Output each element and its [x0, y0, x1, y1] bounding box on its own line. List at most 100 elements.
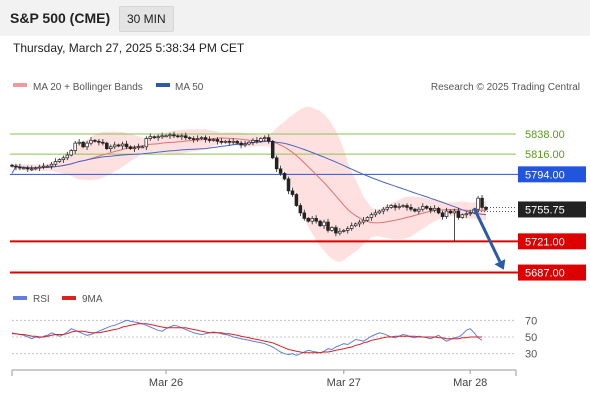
candle-up: [160, 135, 164, 138]
candle-down: [101, 141, 105, 144]
candle-up: [444, 210, 449, 217]
header-bar: S&P 500 (CME) 30 MIN: [0, 0, 590, 36]
bollinger-bands: [12, 106, 486, 262]
candle-up: [460, 214, 465, 218]
level-label-5816.00: 5816.00: [525, 149, 565, 161]
candle-down: [188, 137, 192, 139]
candle-down: [14, 165, 18, 168]
candle-up: [41, 165, 46, 168]
rsi-legend-label: RSI: [33, 294, 50, 305]
candle-up: [310, 218, 314, 222]
candle-up: [148, 136, 153, 139]
rsi-ma-line: [12, 323, 483, 354]
candle-up: [211, 139, 216, 141]
candle-up: [247, 141, 251, 145]
candle-up: [349, 225, 354, 229]
candle-down: [409, 207, 413, 210]
rsi-tick-30: 30: [525, 349, 537, 361]
candle-down: [298, 205, 303, 214]
candle-up: [468, 212, 472, 215]
candle-up: [421, 206, 425, 210]
candle-down: [484, 207, 488, 210]
candle-down: [306, 218, 311, 222]
candle-down: [448, 210, 453, 214]
candle-down: [302, 212, 307, 219]
candle-down: [290, 190, 295, 195]
candle-up: [53, 161, 58, 165]
candle-down: [255, 140, 259, 142]
candle-down: [436, 207, 441, 214]
candle-up: [61, 157, 66, 161]
candle-down: [278, 168, 283, 174]
candle-up: [259, 138, 263, 142]
candle-up: [353, 223, 358, 227]
candle-down: [93, 140, 97, 142]
candle-up: [112, 144, 117, 148]
candle-up: [120, 143, 125, 147]
x-tick-label-Mar 26: Mar 26: [149, 377, 183, 389]
candle-up: [144, 138, 149, 148]
candle-up: [140, 146, 145, 149]
candle-up: [65, 154, 70, 159]
candle-up: [164, 135, 168, 138]
candle-up: [132, 147, 137, 150]
candle-down: [425, 206, 429, 209]
candle-down: [314, 218, 318, 222]
candle-up: [263, 137, 267, 139]
candle-up: [69, 150, 73, 156]
level-tag-5687.00: [518, 264, 586, 281]
bollinger-band-area: [12, 106, 486, 262]
candle-up: [251, 140, 255, 143]
candle-up: [136, 146, 141, 149]
candle-down: [184, 135, 188, 138]
candle-down: [116, 144, 121, 147]
candle-down: [428, 207, 433, 211]
candlesticks: [10, 131, 488, 242]
interval-button[interactable]: 30 MIN: [119, 6, 174, 32]
x-tick-label-Mar 28: Mar 28: [453, 377, 487, 389]
candle-down: [172, 134, 176, 137]
candle-up: [231, 140, 235, 143]
candle-up: [195, 138, 200, 140]
candle-up: [89, 140, 93, 144]
candle-down: [318, 220, 322, 227]
candle-down: [219, 140, 224, 143]
candle-up: [464, 213, 469, 216]
candle-up: [168, 134, 172, 137]
candle-down: [191, 138, 196, 140]
candle-up: [322, 221, 326, 227]
candle-up: [369, 214, 374, 218]
candle-up: [33, 167, 38, 170]
candle-down: [267, 137, 271, 142]
candle-up: [377, 210, 382, 214]
forecast-arrow-head: [494, 259, 506, 270]
rsi-ma-legend-swatch: [62, 296, 76, 300]
candle-down: [203, 137, 208, 140]
candle-up: [156, 136, 160, 139]
candle-up: [330, 227, 334, 231]
candle-up: [22, 167, 26, 170]
candle-up: [476, 197, 480, 210]
candle-down: [124, 143, 129, 148]
candle-up: [357, 221, 362, 225]
candle-down: [270, 140, 275, 159]
candle-down: [480, 197, 484, 208]
candle-down: [81, 141, 85, 148]
level-labels: 5838.00 5816.00 5794.00 5721.00 5687.00 5755.…: [518, 129, 586, 281]
candle-up: [342, 229, 346, 232]
candle-up: [385, 207, 390, 210]
candle-down: [282, 173, 287, 180]
level-label-5687.00: 5687.00: [525, 268, 565, 280]
candle-up: [77, 141, 81, 144]
x-tick-label-Mar 27: Mar 27: [327, 377, 361, 389]
candle-down: [128, 146, 133, 149]
level-tag-5721.00: [518, 233, 586, 250]
candle-up: [346, 228, 350, 231]
rsi-tick-50: 50: [525, 332, 537, 344]
candle-up: [381, 208, 386, 212]
candle-up: [401, 205, 405, 207]
candle-down: [26, 167, 30, 170]
credit-label: Research © 2025 Trading Central: [431, 82, 580, 93]
candle-up: [223, 140, 228, 143]
